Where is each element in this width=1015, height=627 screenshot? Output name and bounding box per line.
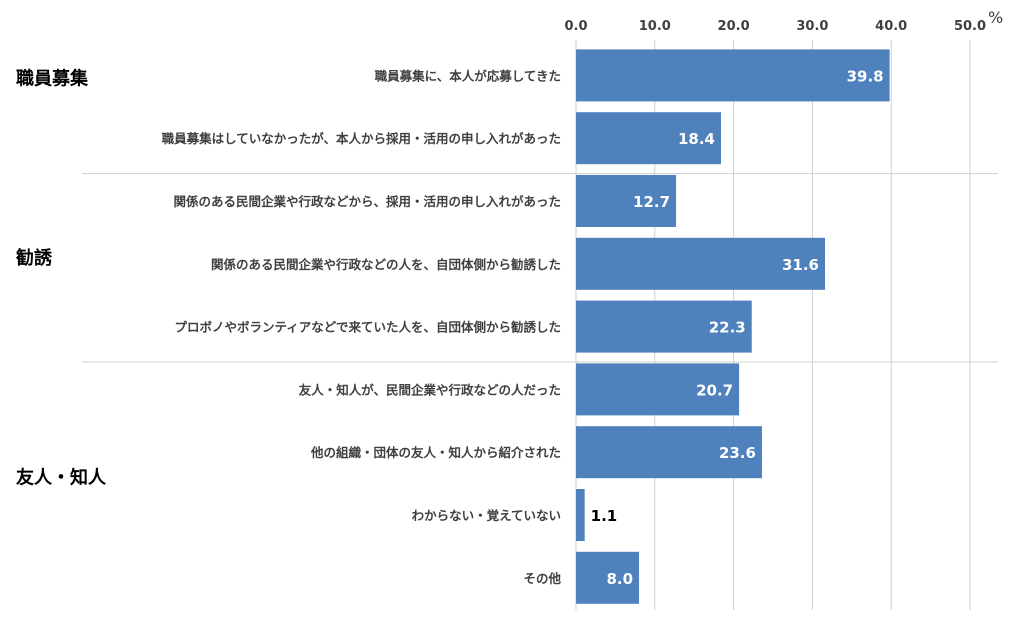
value-label: 31.6 <box>782 256 819 274</box>
value-label: 1.1 <box>591 507 618 525</box>
category-label: その他 <box>523 571 561 586</box>
value-label: 39.8 <box>847 67 884 85</box>
bar <box>576 300 752 353</box>
value-label: 22.3 <box>709 319 746 337</box>
category-label: 友人・知人が、民間企業や行政などの人だった <box>298 382 561 397</box>
value-label: 12.7 <box>633 193 670 211</box>
value-label: 23.6 <box>719 444 756 462</box>
group-separators <box>82 173 998 363</box>
group-label: 友人・知人 <box>16 467 107 489</box>
x-tick-label: 30.0 <box>796 19 828 34</box>
bar <box>576 237 826 290</box>
value-labels: 39.8 18.4 12.7 31.6 22.3 20.7 23.6 1.1 8.0 <box>591 67 884 587</box>
group-label: 勧誘 <box>15 247 53 269</box>
category-label: 職員募集に、本人が応募してきた <box>375 68 561 83</box>
value-label: 20.7 <box>696 381 733 399</box>
x-tick-label: 0.0 <box>564 19 587 34</box>
bar <box>576 551 640 604</box>
x-axis-ticks: 0.0 10.0 20.0 30.0 40.0 50.0 <box>564 19 986 34</box>
category-label: プロボノやボランティアなどで来ていた人を、自団体側から勧誘した <box>174 320 561 335</box>
x-tick-label: 20.0 <box>718 19 750 34</box>
bar <box>576 489 585 541</box>
x-tick-label: 50.0 <box>954 19 986 34</box>
category-labels: 職員募集に、本人が応募してきた職員募集はしていなかったが、本人から採用・活用の申… <box>162 68 562 585</box>
bar <box>576 112 721 165</box>
category-label: 関係のある民間企業や行政などから、採用・活用の申し入れがあった <box>173 194 561 209</box>
group-label: 職員募集 <box>16 67 89 89</box>
bar <box>576 175 677 227</box>
bars <box>576 49 890 604</box>
category-label: 関係のある民間企業や行政などの人を、自団体側から勧誘した <box>211 257 561 272</box>
bar <box>576 363 740 416</box>
bar <box>576 49 890 102</box>
value-label: 8.0 <box>606 570 633 588</box>
category-label: 職員募集はしていなかったが、本人から採用・活用の申し入れがあった <box>162 131 561 146</box>
x-tick-label: 40.0 <box>875 19 907 34</box>
bar <box>576 426 762 479</box>
x-tick-label: 10.0 <box>639 19 671 34</box>
category-label: わからない・覚えていない <box>412 508 561 523</box>
axis-unit: % <box>988 8 1003 27</box>
category-label: 他の組織・団体の友人・知人から紹介された <box>310 445 561 460</box>
value-label: 18.4 <box>678 130 715 148</box>
